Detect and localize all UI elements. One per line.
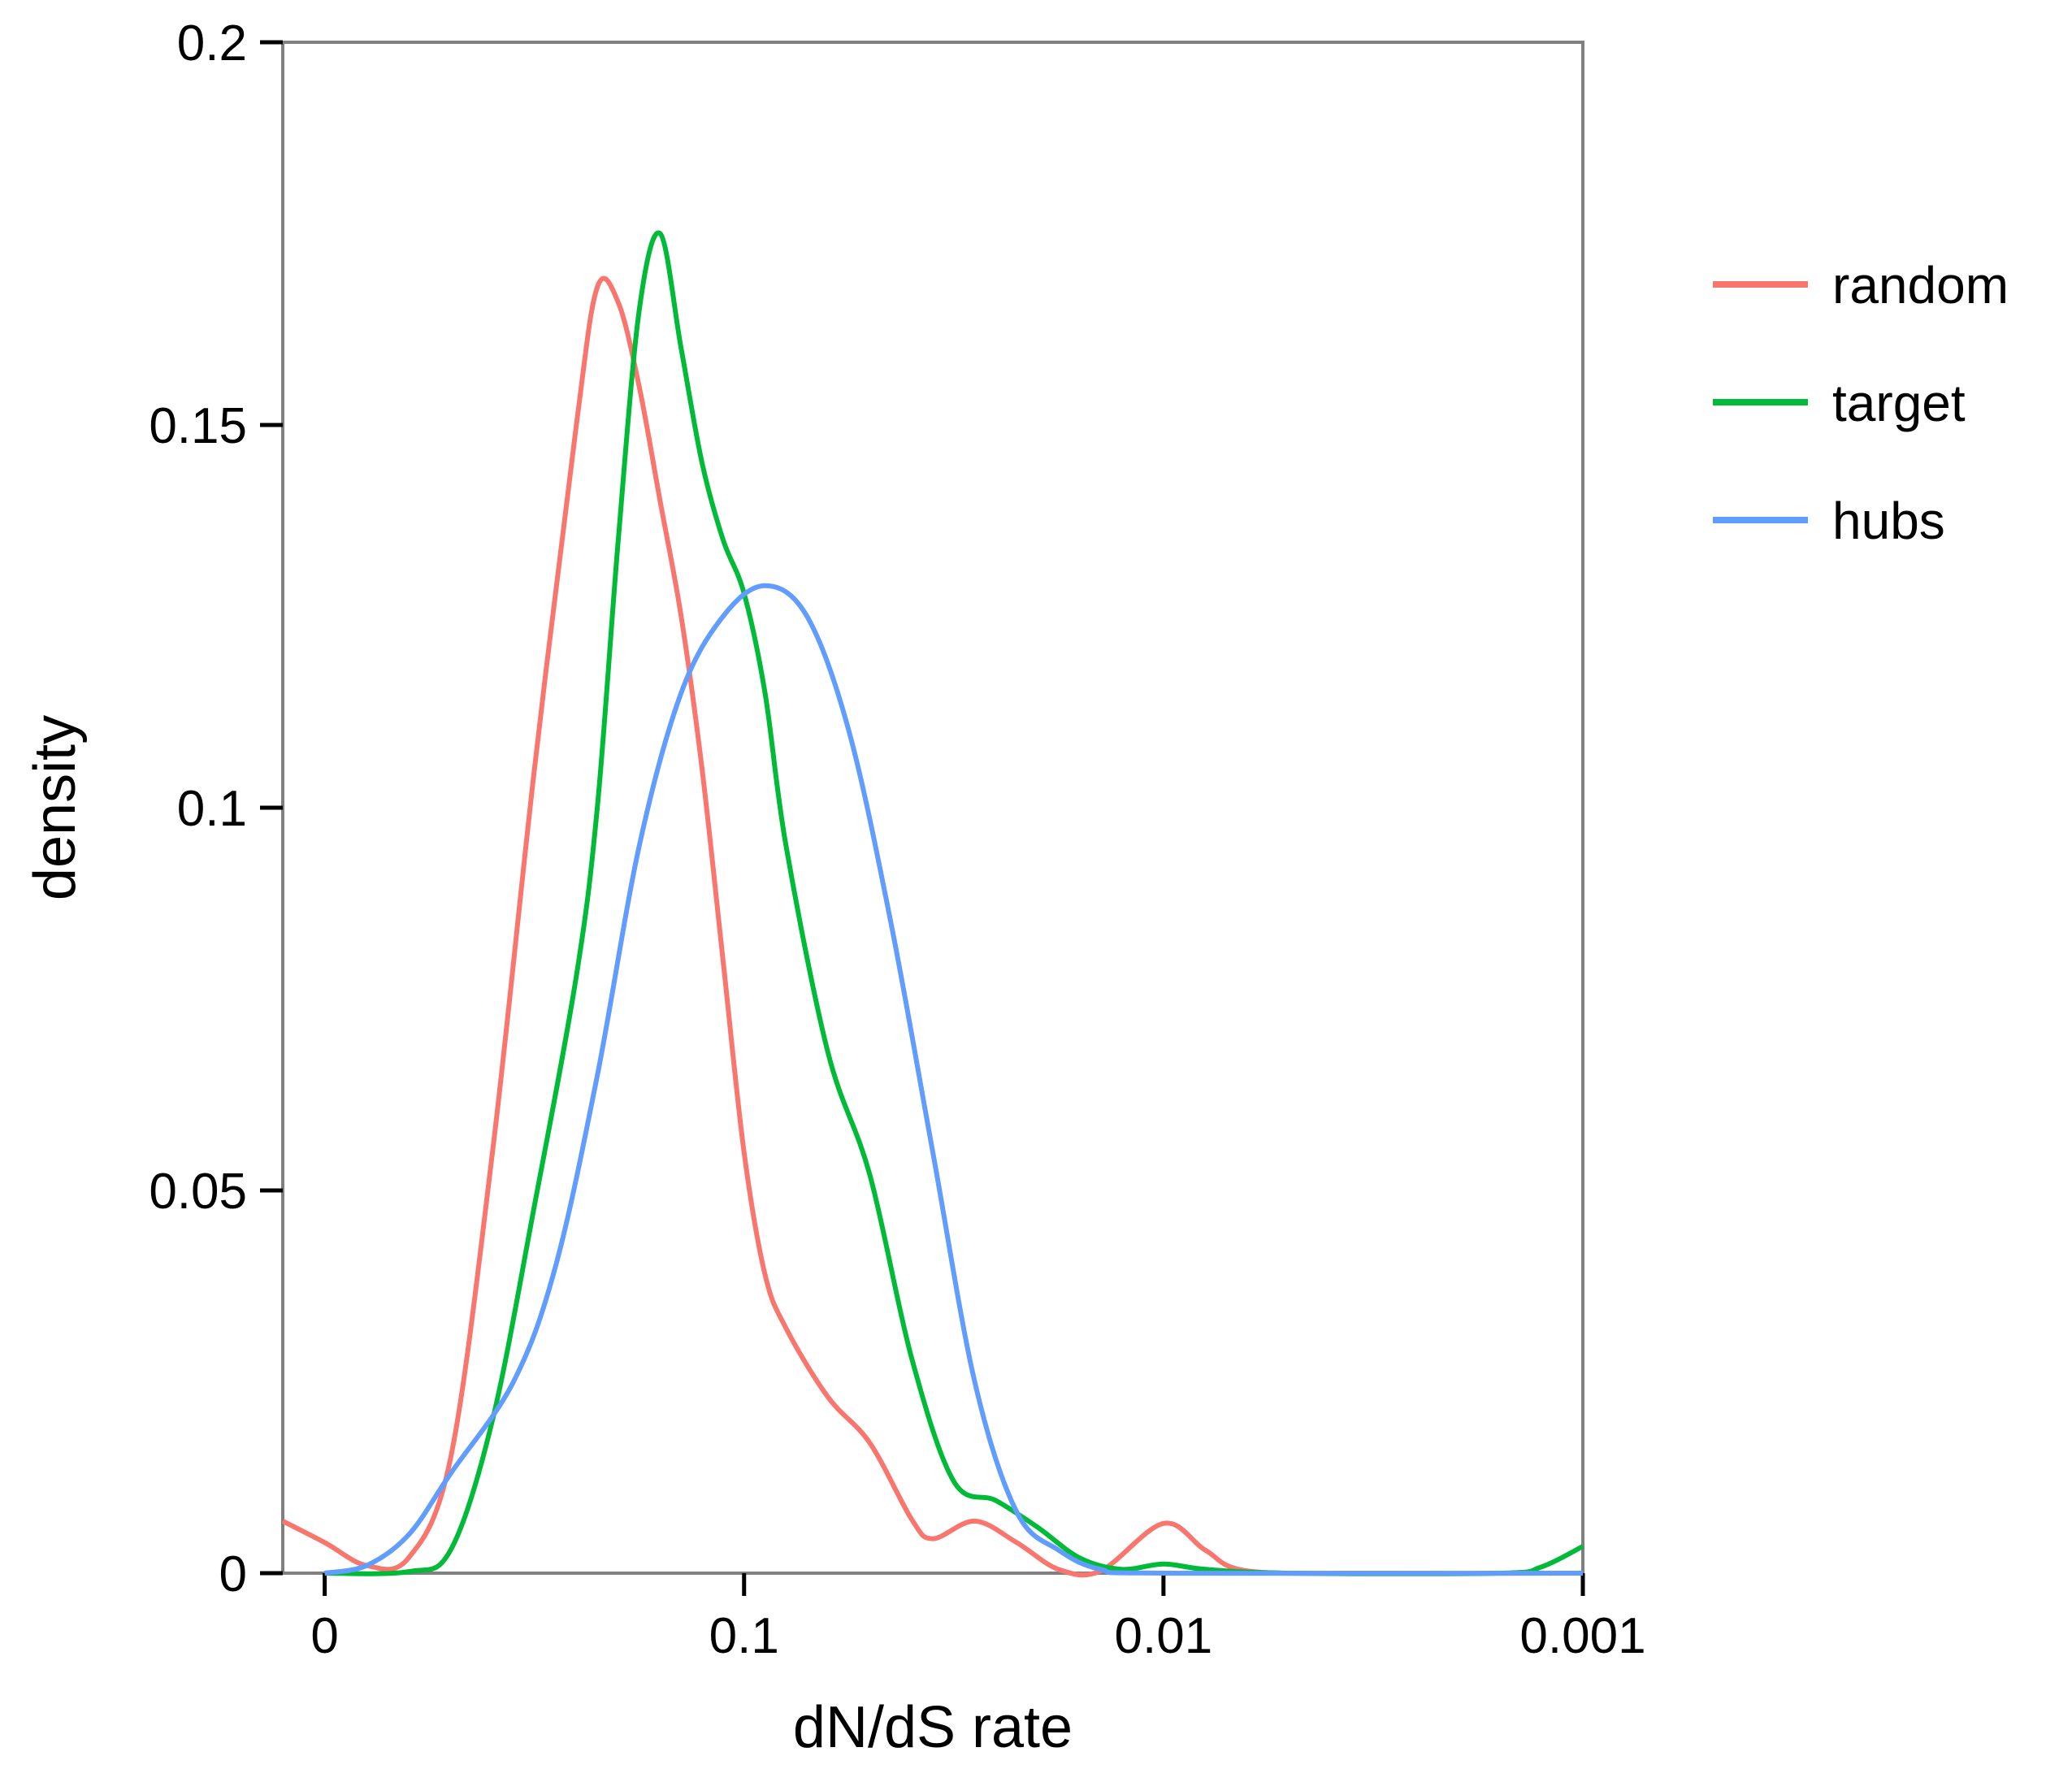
y-tick-label: 0 <box>219 1546 247 1602</box>
series-layer <box>281 230 1584 1578</box>
legend-label-target: target <box>1832 374 1966 432</box>
legend-label-random: random <box>1832 256 2009 314</box>
y-axis: 0 0.05 0.1 0.15 0.2 <box>149 15 283 1602</box>
y-tick-label: 0.05 <box>149 1164 247 1220</box>
y-tick-label: 0.1 <box>177 781 247 837</box>
x-axis-title: dN/dS rate <box>793 1695 1073 1760</box>
plot-panel <box>281 41 1584 1575</box>
x-axis: 0 0.1 0.01 0.001 <box>310 1573 1646 1664</box>
x-tick-label: 0.001 <box>1519 1608 1645 1664</box>
legend: random target hubs <box>1713 256 2009 550</box>
legend-label-hubs: hubs <box>1832 492 1945 550</box>
x-tick-label: 0.01 <box>1115 1608 1213 1664</box>
y-tick-label: 0.15 <box>149 398 247 454</box>
y-axis-title: density <box>23 715 88 900</box>
x-tick-label: 0 <box>310 1608 338 1664</box>
x-tick-label: 0.1 <box>709 1608 779 1664</box>
y-tick-label: 0.2 <box>177 15 247 72</box>
series-line-target <box>324 230 1584 1576</box>
series-line-hubs <box>324 583 1584 1576</box>
